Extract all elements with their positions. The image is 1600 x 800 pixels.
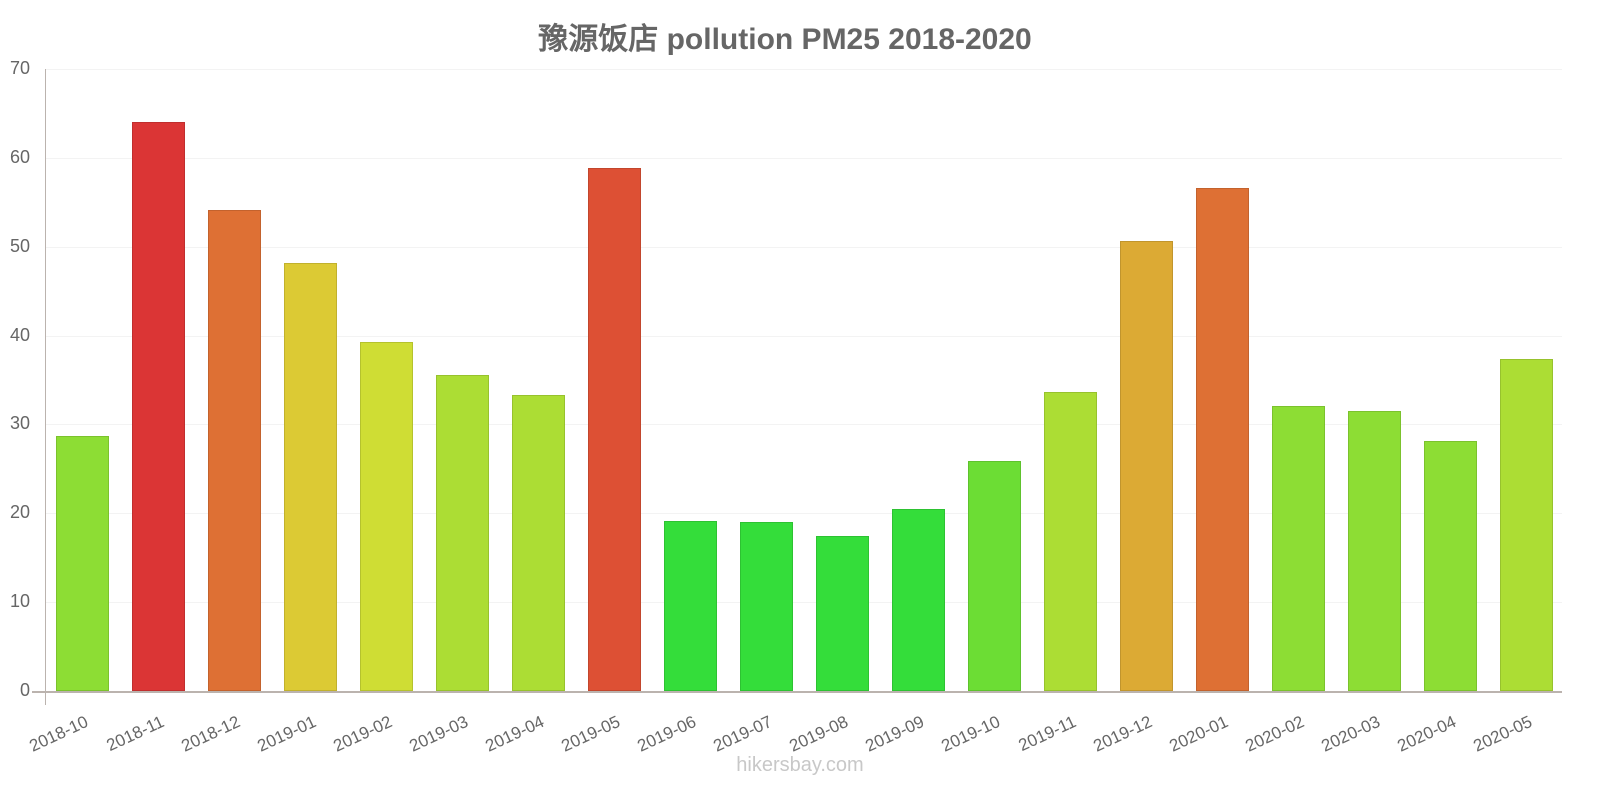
y-axis-line	[45, 69, 46, 705]
bar-2020-05[interactable]	[1500, 359, 1553, 691]
gridline	[46, 602, 1562, 603]
bar-2019-01[interactable]	[284, 263, 337, 691]
gridline	[46, 513, 1562, 514]
y-tick-label: 60	[9, 147, 30, 167]
bar-2019-03[interactable]	[436, 375, 489, 691]
bar-2019-12[interactable]	[1120, 241, 1173, 691]
bar-2020-01[interactable]	[1196, 188, 1249, 691]
y-tick-label: 30	[9, 413, 30, 433]
x-axis-line	[32, 691, 1562, 693]
bar-2020-03[interactable]	[1348, 411, 1401, 691]
gridline	[46, 69, 1562, 70]
bar-2018-11[interactable]	[132, 122, 185, 691]
y-tick-label: 0	[19, 680, 30, 700]
bar-2020-02[interactable]	[1272, 406, 1325, 691]
bar-2020-04[interactable]	[1424, 441, 1477, 691]
bar-2019-08[interactable]	[816, 536, 869, 691]
bar-2018-12[interactable]	[208, 210, 261, 691]
bar-2018-10[interactable]	[56, 436, 109, 691]
gridline	[46, 158, 1562, 159]
bar-2019-02[interactable]	[360, 342, 413, 691]
watermark: hikersbay.com	[736, 754, 864, 776]
y-tick-label: 40	[9, 325, 30, 345]
bar-2019-11[interactable]	[1044, 392, 1097, 691]
bar-2019-04[interactable]	[512, 395, 565, 691]
gridline	[46, 424, 1562, 425]
y-tick-label: 50	[9, 236, 30, 256]
y-tick-label: 70	[9, 58, 30, 78]
gridline	[46, 247, 1562, 248]
y-tick-label: 10	[9, 591, 30, 611]
bar-2019-07[interactable]	[740, 522, 793, 691]
bar-2019-10[interactable]	[968, 461, 1021, 691]
chart-title: 豫源饭店 pollution PM25 2018-2020	[538, 23, 1032, 56]
bar-2019-06[interactable]	[664, 521, 717, 691]
y-tick-label: 20	[9, 502, 30, 522]
bar-2019-05[interactable]	[588, 168, 641, 691]
gridline	[46, 336, 1562, 337]
bar-2019-09[interactable]	[892, 509, 945, 691]
